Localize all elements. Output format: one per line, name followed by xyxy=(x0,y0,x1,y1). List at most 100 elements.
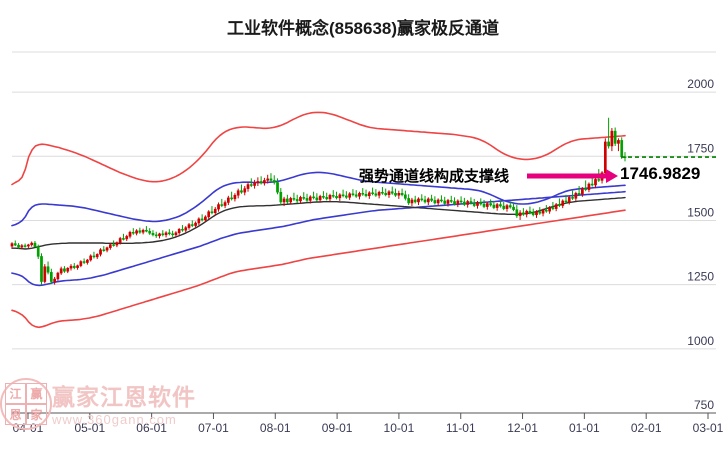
candle-body xyxy=(361,192,365,195)
candle-body xyxy=(341,194,345,197)
annotation-price-value: 1746.9829 xyxy=(620,164,701,183)
channel-band-line-4 xyxy=(11,196,626,250)
candle-body xyxy=(112,244,115,246)
candle-body xyxy=(351,193,355,196)
annotation-arrow-head xyxy=(606,169,618,183)
x-axis-tick-label: 01-01 xyxy=(569,421,600,435)
candle-body xyxy=(561,200,565,206)
candle-body xyxy=(443,200,447,204)
candle-body xyxy=(495,204,499,208)
candle-body xyxy=(295,199,299,202)
candle-body xyxy=(436,199,440,204)
watermark-logo-char-3: 恩 xyxy=(5,404,26,425)
candle-body xyxy=(302,197,306,199)
candle-body xyxy=(86,259,89,263)
candle-body xyxy=(603,141,607,173)
candle-body xyxy=(197,218,201,224)
candle-body xyxy=(610,130,614,147)
candle-body xyxy=(36,246,40,257)
candle-body xyxy=(617,140,620,144)
candle-body xyxy=(394,192,397,196)
candle-body xyxy=(459,200,463,203)
candle-body xyxy=(315,197,319,201)
candle-body xyxy=(499,204,502,207)
channel-band-line-3 xyxy=(11,190,626,287)
candle-body xyxy=(59,268,63,274)
candle-body xyxy=(554,204,558,209)
candle-body xyxy=(168,232,171,235)
x-axis-tick-label: 10-01 xyxy=(384,421,415,435)
candle-body xyxy=(105,247,109,251)
candle-body xyxy=(233,195,237,200)
x-axis-tick-label: 12-01 xyxy=(507,421,538,435)
x-axis-tick-label: 05-01 xyxy=(74,421,105,435)
candle-body xyxy=(364,194,368,197)
candle-body xyxy=(479,202,483,205)
y-axis-tick-label: 1250 xyxy=(687,270,714,284)
candle-body xyxy=(522,212,525,215)
candle-body xyxy=(407,198,410,204)
candle-body xyxy=(10,243,14,247)
candle-body xyxy=(446,200,450,204)
candle-body xyxy=(453,201,456,205)
candle-body xyxy=(171,233,174,236)
x-axis-tick-label: 11-01 xyxy=(446,421,476,435)
candle-body xyxy=(236,190,240,196)
candle-body xyxy=(210,211,214,214)
candle-body xyxy=(181,228,184,231)
candle-body xyxy=(217,204,220,210)
candle-body xyxy=(177,228,181,234)
candle-body xyxy=(151,233,155,236)
candle-body xyxy=(515,209,519,217)
candle-body xyxy=(571,197,574,199)
candle-body xyxy=(374,193,378,196)
candle-body xyxy=(20,245,24,248)
watermark-brand: 赢家江恩软件 xyxy=(52,384,196,410)
candle-body xyxy=(548,207,551,212)
candle-body xyxy=(131,232,135,234)
candle-body xyxy=(46,266,50,273)
candle-body xyxy=(528,210,532,214)
candle-body xyxy=(187,224,191,228)
candle-body xyxy=(253,182,256,186)
candle-body xyxy=(279,191,283,203)
candle-body xyxy=(531,212,535,216)
candle-body xyxy=(76,265,79,268)
candle-body xyxy=(564,200,568,203)
candle-body xyxy=(246,184,250,189)
watermark-url: www.360gann.com xyxy=(52,412,177,427)
candle-body xyxy=(482,203,486,207)
candle-body xyxy=(492,204,496,208)
candle-body xyxy=(613,130,617,144)
candle-body xyxy=(299,197,302,202)
candle-body xyxy=(505,205,509,209)
candle-body xyxy=(82,261,86,263)
candle-body xyxy=(413,199,417,203)
candle-body xyxy=(30,242,34,246)
candle-body xyxy=(292,198,296,200)
candle-body xyxy=(397,192,401,196)
candle-body xyxy=(384,192,388,196)
candle-body xyxy=(243,188,247,193)
candle-body xyxy=(440,199,443,202)
candle-body xyxy=(541,209,545,214)
candle-body xyxy=(92,255,96,258)
candle-body xyxy=(587,183,591,190)
watermark-logo-char-4: 家 xyxy=(26,404,47,425)
candlestick-series xyxy=(10,117,627,286)
candle-body xyxy=(400,192,404,196)
candle-body xyxy=(469,201,473,204)
candle-body xyxy=(99,249,102,255)
candle-body xyxy=(345,195,348,198)
candle-body xyxy=(145,229,148,232)
candle-body xyxy=(141,229,145,233)
candle-body xyxy=(456,200,460,205)
candle-body xyxy=(449,200,453,202)
candle-body xyxy=(325,197,329,200)
annotation-label: 强势通道线构成支撑线 xyxy=(359,168,510,185)
candle-body xyxy=(594,179,597,186)
candle-body xyxy=(282,198,286,203)
